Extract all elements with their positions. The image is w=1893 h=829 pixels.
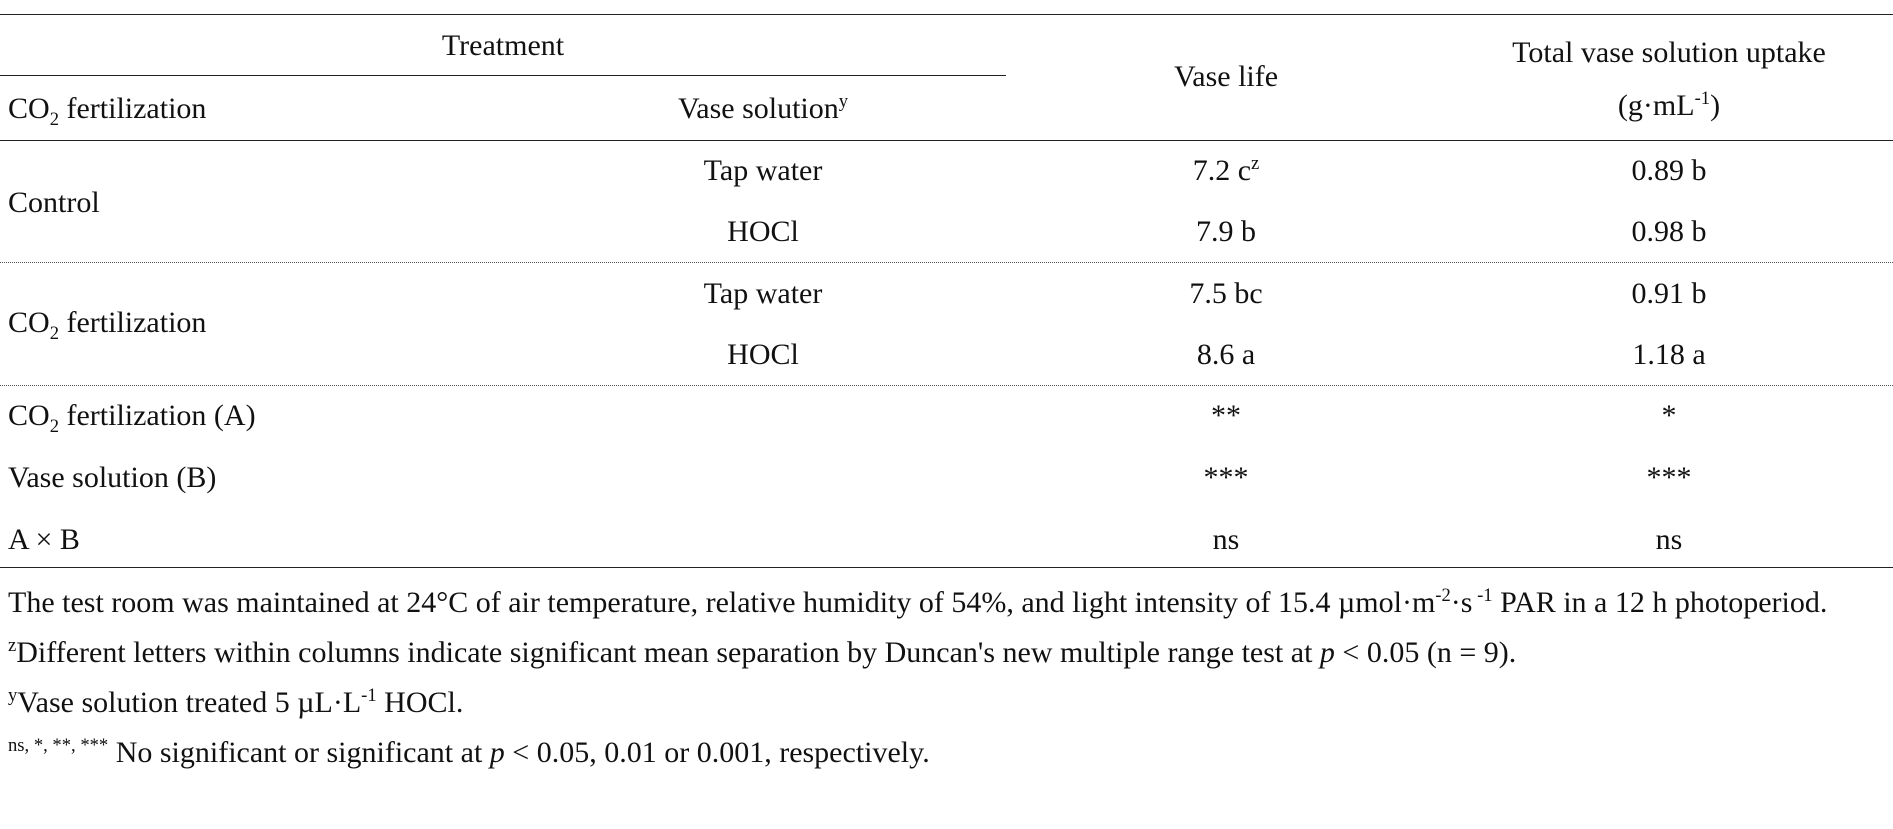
top-rule: [0, 14, 1893, 15]
text-run: No significant or significant at: [108, 736, 490, 769]
uptake-cell: *: [1661, 399, 1677, 432]
bottom-rule: [0, 567, 1893, 568]
group-rule: [0, 385, 1893, 386]
text-run: < 0.05, 0.01 or 0.001, respectively.: [504, 736, 930, 769]
italic: p: [489, 736, 505, 769]
column-header: Vase solutiony: [677, 91, 849, 125]
solution-cell: Tap water: [703, 277, 823, 310]
text-run: < 0.05 (n = 9).: [1334, 636, 1517, 669]
superscript: ns, *, **, ***: [8, 735, 109, 756]
uptake-cell: 1.18 a: [1632, 338, 1706, 371]
footnote: The test room was maintained at 24°C of …: [8, 578, 1888, 628]
uptake-cell: ns: [1655, 523, 1683, 556]
vase-life-cell: **: [1211, 399, 1241, 432]
vase-life-cell: 7.2 cz: [1192, 153, 1260, 187]
footnote: zDifferent letters within columns indica…: [8, 628, 1888, 678]
italic: p: [1319, 636, 1335, 669]
group-label: CO2 fertilization: [8, 306, 207, 343]
text-run: Vase solution: [677, 92, 839, 125]
superscript: -1: [361, 685, 377, 706]
subscript: 2: [49, 416, 59, 437]
anova-label: Vase solution (B): [8, 461, 217, 494]
header-rule: [0, 140, 1893, 141]
superscript: y: [838, 91, 849, 112]
group-label: Control: [8, 186, 100, 219]
text-run: The test room was maintained at 24°C of …: [8, 586, 1436, 619]
group-rule: [0, 262, 1893, 263]
superscript: z: [8, 635, 17, 656]
vase-life-cell: ns: [1212, 523, 1240, 556]
uptake-cell: 0.89 b: [1631, 154, 1707, 187]
vase-life-cell: 8.6 a: [1196, 338, 1256, 371]
anova-label: A × B: [8, 523, 80, 556]
vase-life-cell: ***: [1203, 461, 1249, 494]
text-run: fertilization: [58, 92, 207, 125]
uptake-cell: ***: [1646, 461, 1692, 494]
anova-label: CO2 fertilization (A): [8, 399, 256, 436]
vase-life-cell: 7.9 b: [1196, 215, 1256, 248]
text-run: PAR in a 12 h photoperiod.: [1492, 586, 1828, 619]
text-run: HOCl.: [376, 686, 464, 719]
superscript: y: [8, 685, 18, 706]
uptake-cell: 0.98 b: [1631, 215, 1707, 248]
superscript: -1: [1694, 88, 1711, 109]
subscript: 2: [49, 323, 59, 344]
uptake-cell: 0.91 b: [1631, 277, 1707, 310]
text-run: ): [1710, 89, 1721, 122]
subscript: 2: [49, 109, 59, 130]
solution-cell: Tap water: [703, 154, 823, 187]
superscript: -2: [1435, 585, 1451, 606]
column-header: Total vase solution uptake: [1512, 36, 1826, 69]
text-run: CO: [8, 399, 50, 432]
text-run: Vase solution treated 5 µL·L: [17, 686, 362, 719]
column-header: (g·mL-1): [1617, 88, 1721, 122]
solution-cell: HOCl: [727, 338, 799, 371]
text-run: 7.2 c: [1192, 154, 1252, 187]
treatment-rule: [0, 75, 1006, 76]
text-run: fertilization: [58, 306, 207, 339]
text-run: Different letters within columns indicat…: [16, 636, 1320, 669]
notes: The test room was maintained at 24°C of …: [8, 578, 1888, 778]
footnote: yVase solution treated 5 µL·L-1 HOCl.: [8, 678, 1888, 728]
text-run: fertilization (A): [58, 399, 256, 432]
vase-life-cell: 7.5 bc: [1189, 277, 1263, 310]
column-header: Vase life: [1173, 60, 1279, 93]
superscript: -1: [1472, 585, 1493, 606]
footnote: ns, *, **, *** No significant or signifi…: [8, 728, 1888, 778]
treatment-header: Treatment: [441, 29, 565, 62]
superscript: z: [1251, 153, 1260, 174]
text-run: ·s: [1450, 586, 1473, 619]
solution-cell: HOCl: [727, 215, 799, 248]
column-header: CO2 fertilization: [8, 92, 207, 129]
text-run: (g·mL: [1617, 89, 1695, 122]
text-run: CO: [8, 92, 50, 125]
text-run: CO: [8, 306, 50, 339]
